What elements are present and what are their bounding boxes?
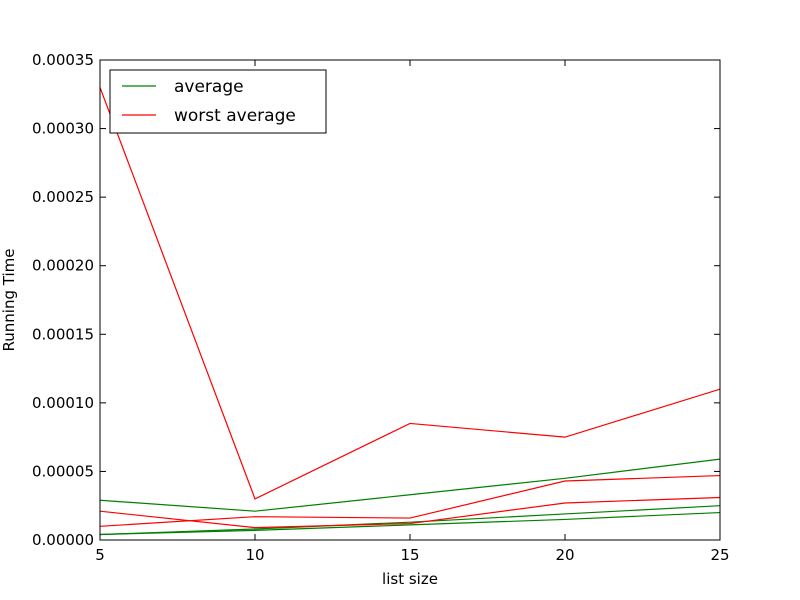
x-tick-label: 15 xyxy=(400,546,419,564)
x-tick-label: 25 xyxy=(710,546,729,564)
series-line-4 xyxy=(100,87,720,500)
x-tick-label: 10 xyxy=(245,546,264,564)
y-tick-label: 0.00015 xyxy=(32,325,94,343)
x-axis-label: list size xyxy=(382,570,438,588)
y-tick-label: 0.00010 xyxy=(32,394,94,412)
legend: average worst average xyxy=(109,69,327,134)
legend-label-worst-average: worst average xyxy=(174,106,296,126)
y-tick-label: 0.00025 xyxy=(32,188,94,206)
y-tick-label: 0.00035 xyxy=(32,51,94,69)
y-tick-label: 0.00000 xyxy=(32,531,94,549)
y-tick-label: 0.00005 xyxy=(32,462,94,480)
series-line-5 xyxy=(100,474,720,527)
x-tick-label: 20 xyxy=(555,546,574,564)
series-layer xyxy=(100,87,720,536)
y-tick-label: 0.00030 xyxy=(32,120,94,138)
series-line-3 xyxy=(100,511,720,536)
series-line-2 xyxy=(100,505,720,536)
tick-layer: 5 10 15 20 25 0.00000 0.00005 0.00010 0.00015 0.0… xyxy=(32,51,730,564)
x-tick-label: 5 xyxy=(95,546,105,564)
series-line-1 xyxy=(100,458,720,512)
y-axis-label: Running Time xyxy=(0,249,18,352)
legend-label-average: average xyxy=(174,77,244,97)
series-line-6 xyxy=(100,496,720,529)
y-tick-label: 0.00020 xyxy=(32,257,94,275)
legend-box xyxy=(109,69,327,134)
